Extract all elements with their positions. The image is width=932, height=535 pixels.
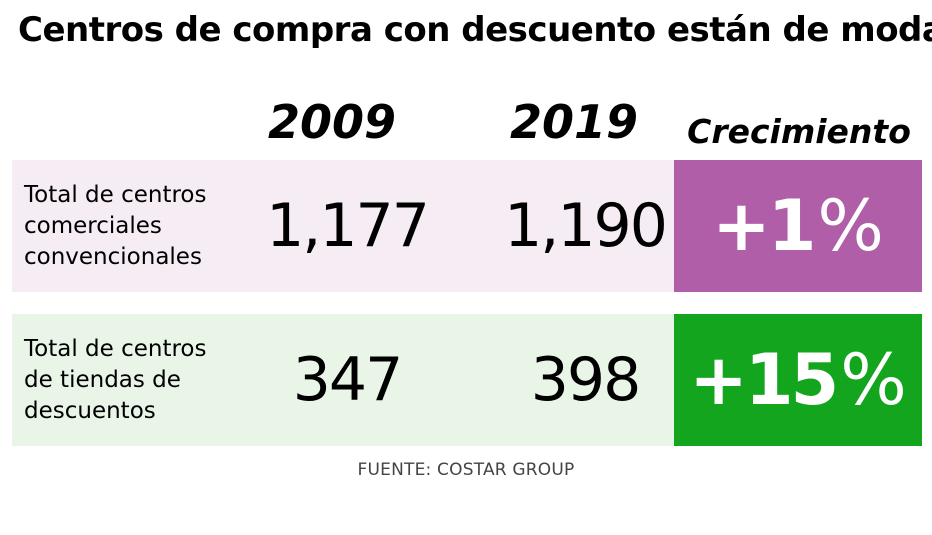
value-2009: 1,177 [266,191,430,261]
row-label: Total de centros comerciales convenciona… [24,181,207,270]
column-header-growth: Crecimiento [687,112,911,151]
growth-value: +1 [712,185,816,267]
growth-percent-sign: % [840,339,907,421]
value-2019: 1,190 [504,191,668,261]
growth-badge-convencionales: +1% [674,160,922,292]
column-header-2019: 2019 [509,95,639,149]
growth-badge-descuentos: +15% [674,314,922,446]
column-header-2009: 2009 [267,95,397,149]
value-2019: 398 [530,345,642,415]
table-row-convencionales: Total de centros comerciales convenciona… [12,160,674,292]
row-label: Total de centros de tiendas de descuento… [24,335,207,424]
growth-value: +15 [689,339,839,421]
chart-title: Centros de compra con descuento están de… [18,10,932,50]
growth-percent-sign: % [817,185,884,267]
source-note: FUENTE: COSTAR GROUP [357,460,575,480]
value-2009: 347 [292,345,404,415]
table-row-descuentos: Total de centros de tiendas de descuento… [12,314,674,446]
